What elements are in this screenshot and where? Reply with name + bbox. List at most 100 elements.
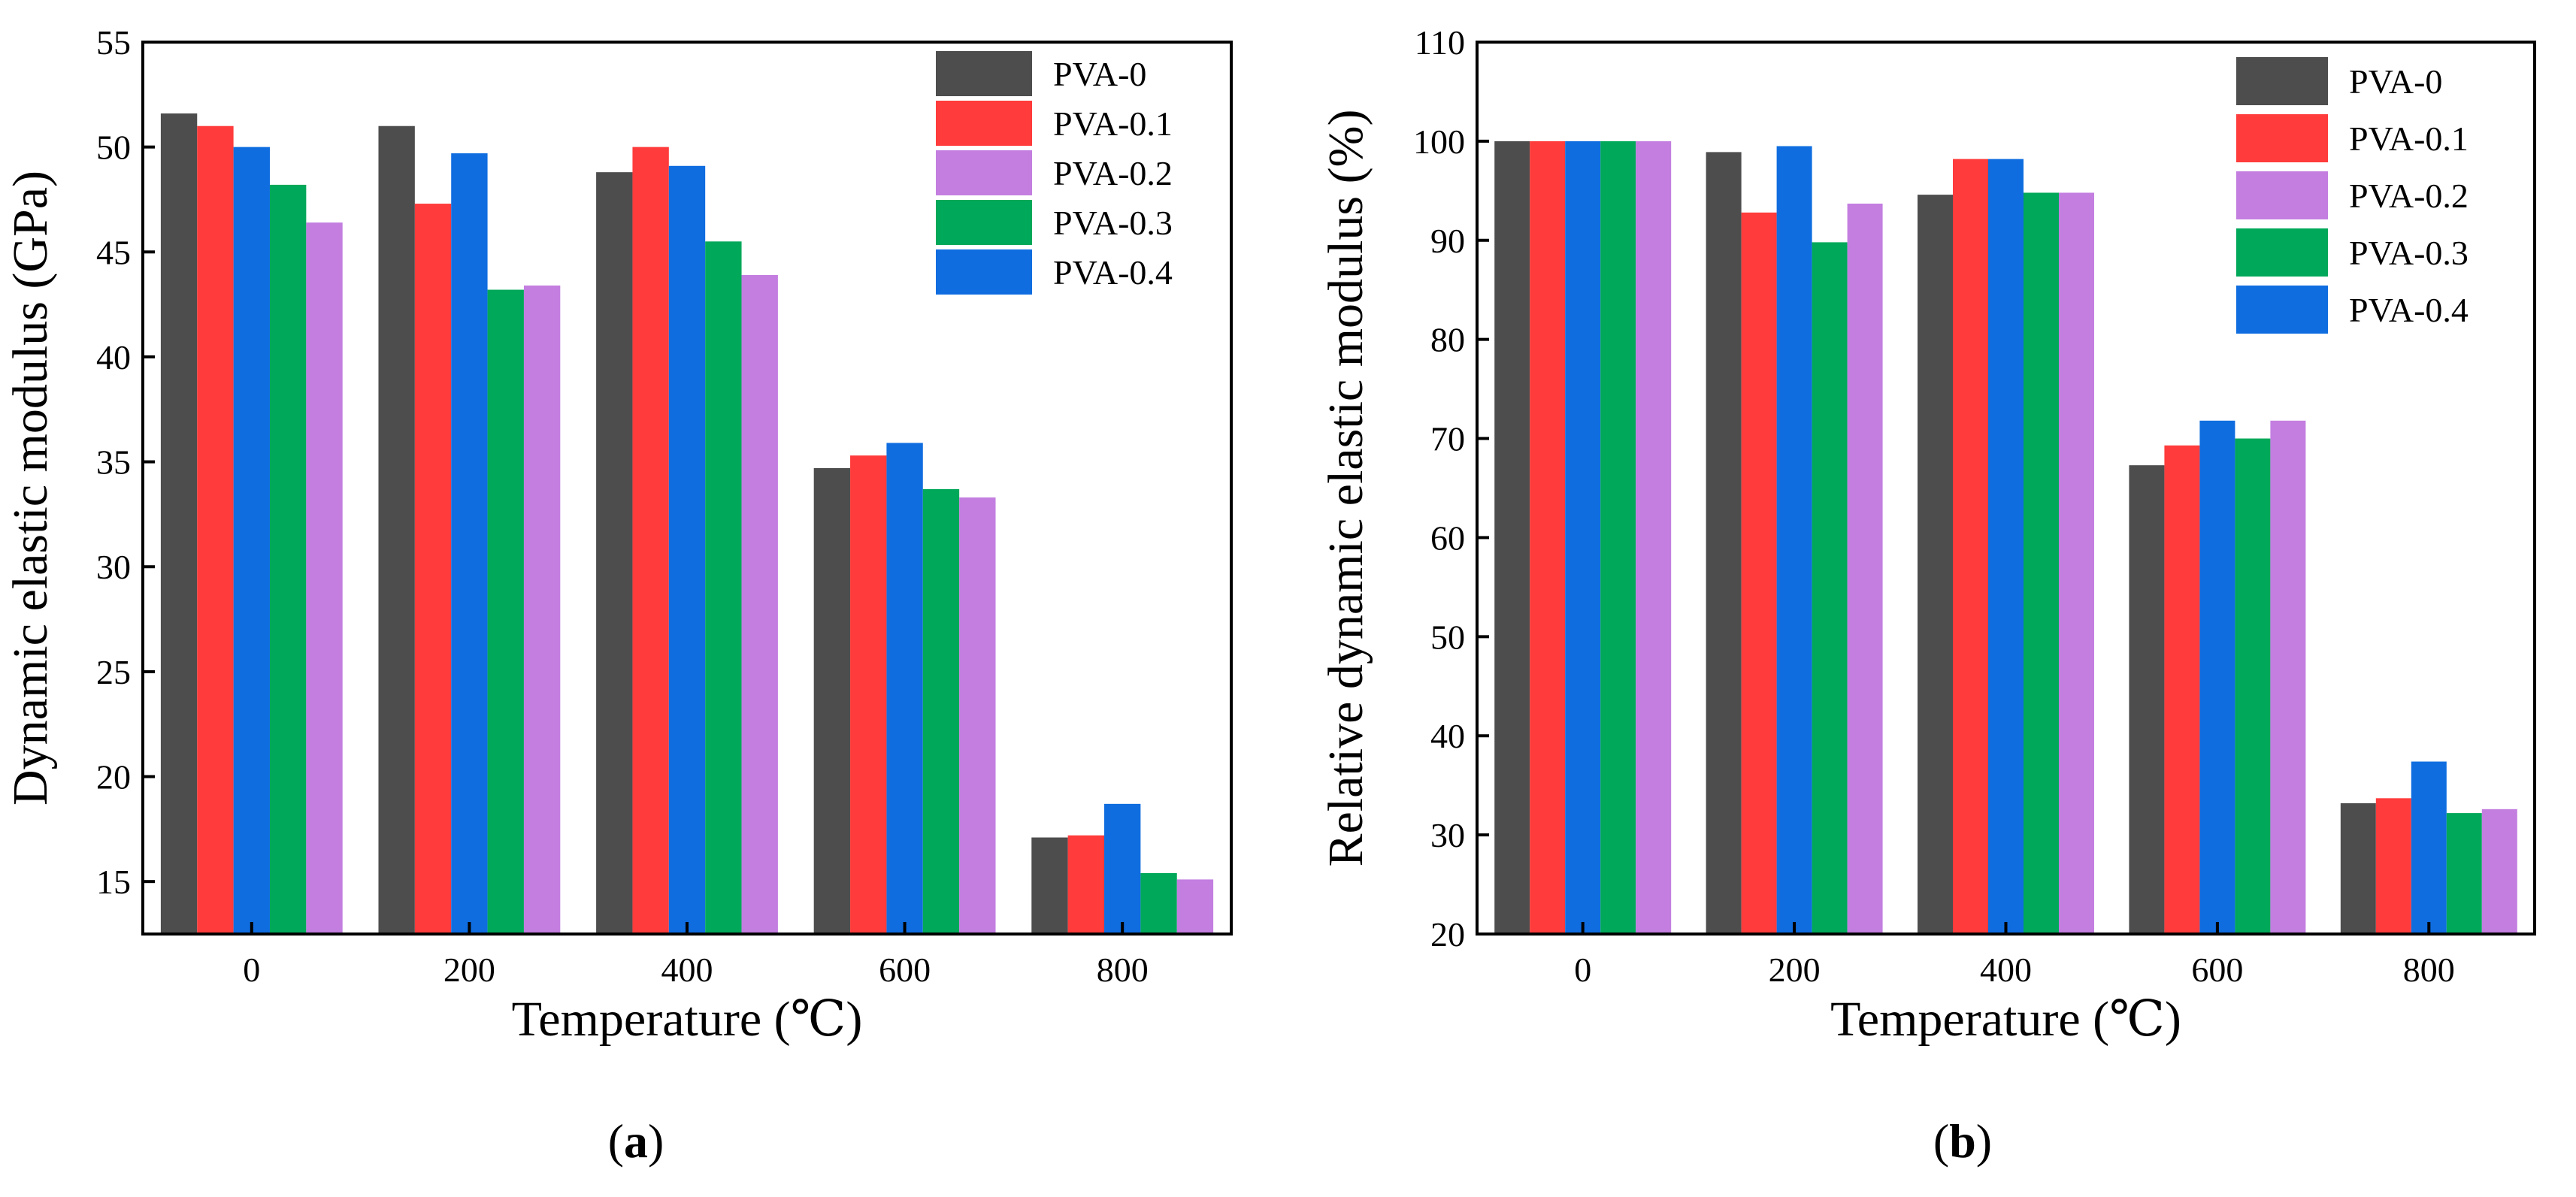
- bar-pva-01-200: [1741, 212, 1777, 934]
- legend-label: PVA-0: [1053, 55, 1146, 93]
- y-tick-label: 25: [96, 653, 131, 691]
- bar-pva-01-800: [1067, 835, 1105, 934]
- y-tick-label: 70: [1430, 420, 1465, 458]
- bar-pva-0-0: [160, 113, 198, 935]
- bar-pva-04-600: [2199, 420, 2235, 934]
- legend-label: PVA-0.4: [1053, 253, 1173, 292]
- panel-caption: (a): [608, 1114, 664, 1168]
- legend-label: PVA-0.2: [2349, 177, 2469, 215]
- caption-close-paren: ): [648, 1114, 664, 1168]
- y-tick-label: 50: [96, 128, 131, 167]
- legend-swatch-pva-04: [936, 249, 1032, 295]
- bar-pva-02-400: [2058, 192, 2094, 935]
- bar-pva-02-200: [523, 285, 561, 934]
- bar-pva-03-200: [487, 289, 524, 935]
- legend-swatch-pva-02: [936, 150, 1032, 195]
- legend-swatch-pva-0: [936, 51, 1032, 96]
- bar-pva-03-600: [922, 488, 960, 934]
- bar-pva-01-600: [850, 455, 887, 934]
- bar-pva-03-0: [1600, 141, 1636, 934]
- caption-open-paren: (: [1933, 1114, 1949, 1168]
- bar-pva-02-0: [1636, 141, 1672, 934]
- bar-pva-04-400: [668, 165, 706, 935]
- legend-swatch-pva-01: [936, 101, 1032, 146]
- legend-swatch-pva-01: [2236, 114, 2328, 162]
- legend-label: PVA-0.1: [1053, 104, 1173, 143]
- bar-pva-04-200: [451, 153, 488, 934]
- caption-open-paren: (: [608, 1114, 624, 1168]
- x-tick-label: 600: [879, 951, 931, 989]
- legend-swatch-pva-02: [2236, 171, 2328, 219]
- bar-pva-02-0: [306, 222, 343, 934]
- x-tick-label: 400: [661, 951, 713, 989]
- x-tick-label: 600: [2191, 951, 2243, 989]
- y-tick-label: 45: [96, 233, 131, 271]
- legend-swatch-pva-03: [936, 200, 1032, 245]
- bar-pva-0-600: [2129, 465, 2165, 934]
- bar-pva-02-800: [2481, 809, 2517, 934]
- legend-label: PVA-0.3: [2349, 234, 2469, 272]
- bar-pva-03-400: [705, 241, 742, 934]
- bar-pva-0-0: [1494, 141, 1530, 934]
- legend-swatch-pva-04: [2236, 286, 2328, 334]
- y-tick-label: 90: [1430, 222, 1465, 260]
- bar-pva-04-600: [886, 443, 923, 934]
- bar-pva-01-400: [1953, 159, 1989, 934]
- bar-pva-03-200: [1812, 242, 1848, 935]
- y-tick-label: 55: [96, 23, 131, 62]
- x-tick-label: 400: [1980, 951, 2032, 989]
- x-axis-title: Temperature (℃): [1830, 992, 2181, 1047]
- bar-pva-04-800: [1104, 803, 1141, 934]
- bar-pva-02-800: [1176, 879, 1214, 934]
- bar-pva-0-400: [1918, 195, 1954, 934]
- chart-panel-b: 20 30 40 50 60 70 80 90 100 110 0 200 400 600 800 Tempe…: [1318, 23, 2536, 1168]
- y-tick-label: 40: [1430, 717, 1465, 755]
- y-tick-label: 35: [96, 443, 131, 482]
- y-tick-label: 100: [1413, 122, 1465, 161]
- bar-pva-0-800: [1031, 837, 1068, 934]
- bar-pva-02-600: [2270, 420, 2306, 934]
- bar-pva-04-0: [1565, 141, 1601, 934]
- bar-pva-02-400: [741, 275, 778, 934]
- bar-pva-0-600: [813, 467, 851, 934]
- x-tick-label: 200: [1769, 951, 1821, 989]
- bar-pva-0-400: [596, 172, 633, 934]
- y-tick-label: 50: [1430, 618, 1465, 656]
- y-axis-title: Relative dynamic elastic modulus (%): [1318, 109, 1373, 866]
- y-tick-label: 30: [96, 548, 131, 586]
- caption-close-paren: ): [1976, 1114, 1992, 1168]
- panel-caption: (b): [1933, 1114, 1992, 1168]
- x-tick-label: 800: [2403, 951, 2455, 989]
- bar-pva-01-200: [414, 204, 452, 934]
- bar-pva-03-800: [2446, 813, 2482, 934]
- legend-label: PVA-0.4: [2349, 291, 2469, 329]
- bar-pva-04-200: [1776, 146, 1812, 934]
- bar-pva-02-600: [959, 497, 996, 934]
- y-tick-label: 40: [96, 338, 131, 376]
- bar-pva-0-200: [1706, 152, 1742, 934]
- bar-pva-03-600: [2235, 438, 2271, 934]
- bar-pva-03-800: [1140, 873, 1177, 934]
- x-tick-label: 200: [443, 951, 495, 989]
- bar-pva-0-200: [378, 125, 415, 934]
- bar-pva-01-0: [197, 125, 234, 934]
- x-tick-label: 800: [1097, 951, 1149, 989]
- bar-pva-01-600: [2164, 445, 2200, 934]
- legend-label: PVA-0.1: [2349, 119, 2469, 158]
- bar-pva-0-800: [2340, 803, 2376, 934]
- bar-pva-01-400: [632, 147, 669, 934]
- legend-label: PVA-0.3: [1053, 204, 1173, 242]
- caption-panel-label: a: [624, 1114, 648, 1168]
- legend-swatch-pva-0: [2236, 57, 2328, 105]
- y-tick-label: 60: [1430, 518, 1465, 557]
- chart-panel-a: 15 20 25 30 35 40 45 50 55 0 200 400 600 800 Temperatu…: [3, 23, 1233, 1168]
- bar-pva-01-0: [1530, 141, 1566, 934]
- bar-pva-02-200: [1847, 203, 1883, 934]
- legend-swatch-pva-03: [2236, 228, 2328, 277]
- caption-panel-label: b: [1949, 1114, 1976, 1168]
- bar-pva-04-0: [233, 147, 270, 934]
- bar-pva-03-0: [269, 184, 307, 935]
- y-tick-label: 15: [96, 863, 131, 901]
- legend-label: PVA-0.2: [1053, 154, 1173, 192]
